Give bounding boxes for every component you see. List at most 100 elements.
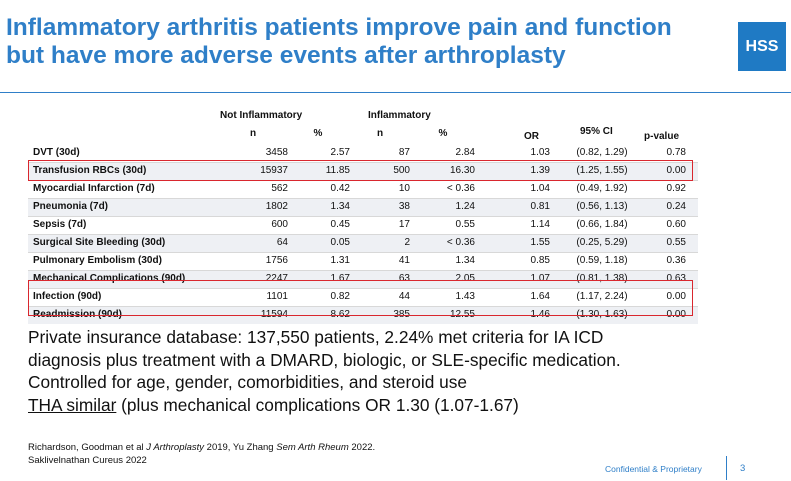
- cell-or: 0.81: [530, 201, 550, 212]
- cell-n-not-inflammatory: 1101: [266, 291, 288, 302]
- footer-divider: [726, 456, 727, 480]
- cell-pvalue: 0.78: [666, 147, 686, 158]
- cell-95ci: (0.59, 1.18): [576, 255, 628, 266]
- slide-title-line-2: but have more adverse events after arthr…: [6, 42, 566, 69]
- row-label: Transfusion RBCs (30d): [33, 165, 147, 176]
- table-row: Surgical Site Bleeding (30d) 64 0.05 2 < 0.3…: [28, 234, 698, 252]
- row-label: Infection (90d): [33, 291, 102, 302]
- cell-n-inflammatory: 385: [393, 309, 410, 320]
- cell-n-not-inflammatory: 3458: [265, 147, 288, 158]
- cell-pvalue: 0.24: [666, 201, 686, 212]
- title-divider: [0, 92, 791, 93]
- header-n-not-inflammatory: n: [249, 128, 257, 139]
- row-divider: [28, 270, 698, 271]
- cell-or: 1.04: [530, 183, 550, 194]
- cell-n-not-inflammatory: 64: [276, 237, 288, 248]
- cell-95ci: (1.17, 2.24): [576, 291, 628, 302]
- cell-pct-inflammatory: 12.55: [449, 309, 475, 320]
- header-pct-inflammatory: %: [438, 128, 448, 139]
- cell-pct-inflammatory: 1.43: [455, 291, 475, 302]
- header-not-inflammatory: Not Inflammatory: [220, 110, 303, 121]
- row-label: DVT (30d): [33, 147, 80, 158]
- table-row: Transfusion RBCs (30d) 15937 11.85 500 16.30…: [28, 162, 698, 180]
- cell-pct-inflammatory: 2.84: [455, 147, 475, 158]
- cell-95ci: (0.82, 1.29): [576, 147, 628, 158]
- cell-pct-not-inflammatory: 1.31: [330, 255, 350, 266]
- cell-or: 1.07: [530, 273, 550, 284]
- highlight-transfusion: [28, 160, 693, 181]
- header-or: OR: [524, 131, 539, 142]
- cell-n-inflammatory: 500: [393, 165, 410, 176]
- cell-n-not-inflammatory: 600: [271, 219, 288, 230]
- cell-pct-inflammatory: < 0.36: [446, 183, 475, 194]
- cell-95ci: (0.81, 1.38): [576, 273, 628, 284]
- cell-pvalue: 0.00: [666, 309, 686, 320]
- cell-n-inflammatory: 44: [398, 291, 410, 302]
- row-label: Pneumonia (7d): [33, 201, 109, 212]
- cell-pct-not-inflammatory: 0.42: [330, 183, 350, 194]
- slide-title: Inflammatory arthritis patients improve …: [6, 14, 706, 70]
- tha-similar-text: THA similar: [28, 394, 117, 415]
- header-95ci: 95% CI: [580, 126, 613, 137]
- ref-authors-1: Richardson, Goodman et al: [28, 442, 147, 453]
- body-text: Private insurance database: 137,550 pati…: [28, 326, 778, 416]
- cell-n-inflammatory: 10: [398, 183, 410, 194]
- cell-or: 1.39: [530, 165, 550, 176]
- cell-n-inflammatory: 38: [398, 201, 410, 212]
- cell-pct-inflammatory: 2.05: [455, 273, 475, 284]
- cell-pct-not-inflammatory: 0.45: [330, 219, 350, 230]
- cell-pvalue: 0.36: [666, 255, 686, 266]
- cell-pct-not-inflammatory: 2.57: [330, 147, 350, 158]
- row-divider: [28, 288, 698, 289]
- cell-or: 1.64: [530, 291, 550, 302]
- cell-pct-inflammatory: 1.34: [455, 255, 475, 266]
- cell-pct-not-inflammatory: 8.62: [330, 309, 350, 320]
- cell-95ci: (0.25, 5.29): [576, 237, 628, 248]
- cell-or: 1.03: [530, 147, 550, 158]
- cell-n-not-inflammatory: 15937: [260, 165, 288, 176]
- cell-pvalue: 0.55: [666, 237, 686, 248]
- table-row: DVT (30d) 3458 2.57 87 2.84 1.03 (0.82, 1.29) 0…: [28, 144, 698, 162]
- row-divider: [28, 234, 698, 235]
- table-row: Pneumonia (7d) 1802 1.34 38 1.24 0.81 (0.56, 1…: [28, 198, 698, 216]
- header-n-inflammatory: n: [376, 128, 384, 139]
- row-divider: [28, 198, 698, 199]
- table-row: Sepsis (7d) 600 0.45 17 0.55 1.14 (0.66, 1.84)…: [28, 216, 698, 234]
- cell-pct-inflammatory: 16.30: [449, 165, 475, 176]
- cell-n-inflammatory: 2: [404, 237, 410, 248]
- ref-journal-1: J Arthroplasty: [146, 442, 205, 453]
- cell-n-not-inflammatory: 2247: [265, 273, 288, 284]
- cell-95ci: (0.56, 1.13): [576, 201, 628, 212]
- cell-or: 1.55: [530, 237, 550, 248]
- cell-95ci: (0.66, 1.84): [576, 219, 628, 230]
- cell-or: 0.85: [530, 255, 550, 266]
- cell-n-inflammatory: 63: [398, 273, 410, 284]
- confidential-label: Confidential & Proprietary: [605, 464, 702, 474]
- slide-title-line-1: Inflammatory arthritis patients improve …: [6, 14, 672, 41]
- body-line-2: diagnosis plus treatment with a DMARD, b…: [28, 349, 621, 370]
- header-pvalue: p-value: [644, 131, 680, 142]
- cell-pct-not-inflammatory: 0.05: [330, 237, 350, 248]
- ref-year-2: 2022.: [348, 442, 376, 453]
- cell-or: 1.14: [530, 219, 550, 230]
- cell-pvalue: 0.92: [666, 183, 686, 194]
- row-label: Surgical Site Bleeding (30d): [33, 237, 166, 248]
- row-label: Readmission (90d): [33, 309, 122, 320]
- table-row: Pulmonary Embolism (30d) 1756 1.31 41 1.34 0.…: [28, 252, 698, 270]
- cell-pvalue: 0.00: [666, 165, 686, 176]
- reference-line-2: Saklivelnathan Cureus 2022: [28, 455, 147, 466]
- header-pct-not-inflammatory: %: [313, 128, 323, 139]
- row-divider: [28, 306, 698, 307]
- row-divider: [28, 162, 698, 163]
- reference-line-1: Richardson, Goodman et al J Arthroplasty…: [28, 441, 375, 454]
- ref-journal-2: Sem Arth Rheum: [276, 442, 349, 453]
- hss-logo: HSS: [738, 22, 786, 71]
- cell-n-inflammatory: 41: [398, 255, 410, 266]
- cell-n-not-inflammatory: 562: [271, 183, 288, 194]
- cell-n-not-inflammatory: 1802: [265, 201, 288, 212]
- cell-n-not-inflammatory: 1756: [265, 255, 288, 266]
- cell-pvalue: 0.63: [666, 273, 686, 284]
- header-inflammatory: Inflammatory: [368, 110, 431, 121]
- row-divider: [28, 252, 698, 253]
- table-row: Myocardial Infarction (7d) 562 0.42 10 < 0.3…: [28, 180, 698, 198]
